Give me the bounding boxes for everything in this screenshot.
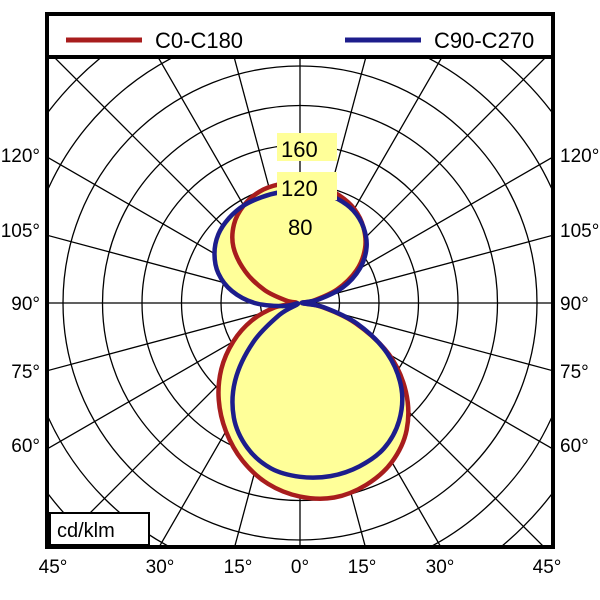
bottom-tick-m15: 15°: [224, 557, 253, 578]
unit-box-label: cd/klm: [57, 520, 115, 542]
radial-label-bg-120: [277, 172, 337, 200]
grid-spoke: [49, 302, 301, 371]
left-tick-90: 90°: [11, 294, 40, 315]
legend-label-c90-c270: C90-C270: [434, 28, 534, 53]
bottom-tick-m45: 45°: [39, 557, 68, 578]
left-tick-120: 120°: [1, 146, 40, 167]
bottom-tick-p15: 15°: [348, 557, 377, 578]
bottom-tick-m30: 30°: [146, 557, 175, 578]
right-tick-60: 60°: [560, 436, 589, 457]
grid-spoke: [299, 157, 551, 304]
unit-box: cd/klm: [49, 512, 150, 546]
radial-tick-labels: 160 120 80: [277, 133, 337, 240]
legend-box: [45, 12, 555, 59]
unit-box-frame: [49, 512, 150, 546]
radial-label-bg-80: [284, 211, 328, 239]
grid-spoke: [49, 302, 301, 449]
left-axis-labels: 120° 105° 90° 75° 60°: [1, 146, 40, 457]
right-tick-75: 75°: [560, 362, 589, 383]
grid-spoke: [49, 235, 301, 304]
bottom-axis-labels: 45° 30° 15° 0° 15° 30° 45°: [39, 557, 562, 578]
bottom-tick-0: 0°: [291, 557, 309, 578]
right-tick-90: 90°: [560, 294, 589, 315]
left-tick-60: 60°: [11, 436, 40, 457]
grid-spoke: [299, 235, 551, 304]
bottom-tick-p45: 45°: [533, 557, 562, 578]
radial-tick-label-120: 120: [281, 176, 318, 201]
right-tick-120: 120°: [560, 146, 599, 167]
left-tick-105: 105°: [1, 221, 40, 242]
left-tick-75: 75°: [11, 362, 40, 383]
radial-tick-label-80: 80: [288, 215, 312, 240]
legend: C0-C180 C90-C270: [45, 12, 555, 59]
right-axis-labels: 120° 105° 90° 75° 60°: [560, 146, 599, 457]
right-tick-105: 105°: [560, 221, 599, 242]
distribution-curves: [212, 180, 411, 501]
distribution-fill-c90-c270: [214, 190, 403, 478]
radial-label-bg-160: [277, 133, 337, 161]
legend-label-c0-c180: C0-C180: [155, 28, 243, 53]
distribution-curve-c90-c270: [212, 188, 405, 480]
grid-spoke: [299, 302, 551, 371]
radial-tick-label-160: 160: [281, 137, 318, 162]
bottom-tick-p30: 30°: [426, 557, 455, 578]
